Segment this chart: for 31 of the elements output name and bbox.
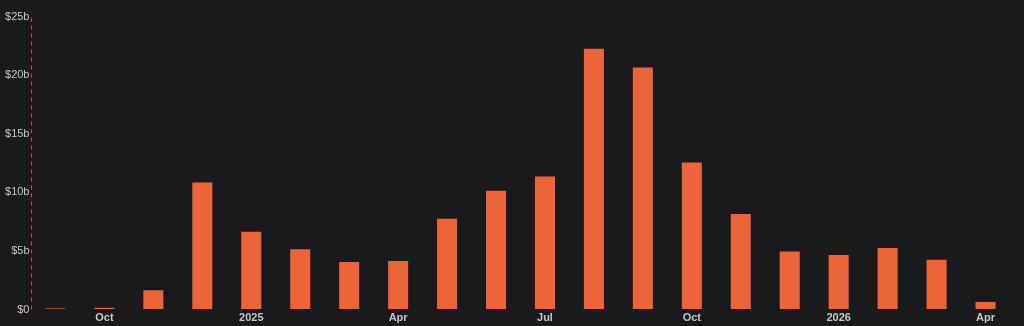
- y-tick-label: $5b: [11, 243, 30, 256]
- bar: [534, 176, 555, 309]
- bar: [681, 162, 702, 309]
- bar: [486, 190, 507, 309]
- x-tick-label: Apr: [976, 310, 996, 323]
- y-tick-label: $25b: [5, 9, 30, 22]
- x-tick-label: Oct: [682, 310, 702, 323]
- bar: [290, 249, 311, 309]
- x-tick-label: Jul: [537, 310, 553, 323]
- y-tick-label: $20b: [5, 68, 30, 81]
- bar: [975, 301, 996, 309]
- bar: [730, 214, 751, 309]
- y-tick-label: $10b: [5, 185, 30, 198]
- bar: [828, 255, 849, 309]
- bar: [143, 290, 164, 309]
- x-tick-label: 2025: [239, 310, 264, 323]
- bar: [388, 260, 409, 309]
- bar: [192, 182, 213, 309]
- x-tick-label: Oct: [95, 310, 114, 323]
- bar: [632, 67, 653, 309]
- x-tick-label: 2026: [826, 310, 851, 323]
- bar: [241, 231, 262, 309]
- y-tick-label: $15b: [5, 126, 30, 139]
- bar: [926, 259, 947, 309]
- bar: [339, 262, 360, 309]
- bar: [583, 48, 604, 309]
- bar: [779, 251, 800, 309]
- bar: [877, 248, 898, 309]
- y-tick-label: $0: [17, 302, 30, 315]
- bar: [437, 218, 458, 309]
- x-tick-label: Apr: [388, 310, 409, 323]
